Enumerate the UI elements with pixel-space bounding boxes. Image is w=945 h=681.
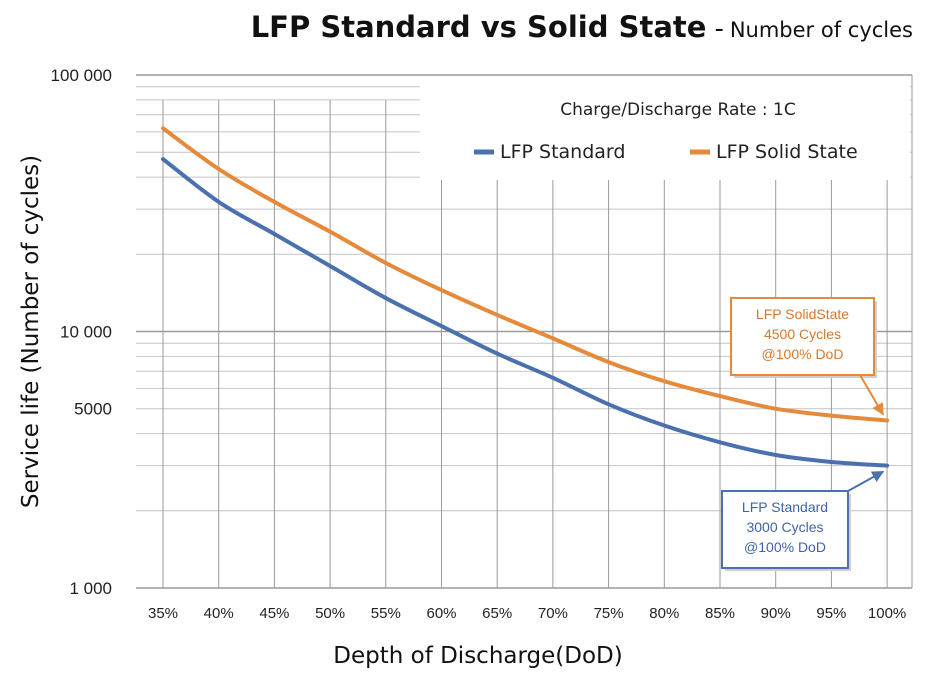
y-tick-label: 5000 xyxy=(74,400,112,419)
callout-arrow xyxy=(859,374,884,416)
callout-text: @100% DoD xyxy=(762,346,844,362)
y-tick-label: 1 000 xyxy=(69,579,112,598)
callout-text: 4500 Cycles xyxy=(764,326,841,342)
x-tick-label: 35% xyxy=(148,605,178,622)
x-tick-label: 65% xyxy=(482,605,512,622)
chart-subtitle: Number of cycles xyxy=(729,18,913,42)
x-tick-label: 95% xyxy=(816,605,846,622)
y-tick-label: 10 000 xyxy=(60,323,112,342)
x-tick-label: 60% xyxy=(426,605,456,622)
callout-text: 3000 Cycles xyxy=(746,519,823,535)
y-tick-labels: 1 000 5000 10 000 100 000 xyxy=(51,66,112,598)
callouts: LFP SolidState 4500 Cycles @100% DoD LFP St… xyxy=(721,297,885,571)
x-tick-label: 45% xyxy=(259,605,289,622)
y-axis-label: Service life (Number of cycles) xyxy=(18,155,44,508)
rate-annotation: Charge/Discharge Rate : 1C xyxy=(560,100,796,120)
callout-text: LFP SolidState xyxy=(756,306,849,322)
x-tick-label: 100% xyxy=(868,605,906,622)
x-tick-label: 90% xyxy=(761,605,791,622)
callout-box xyxy=(721,490,849,569)
legend: LFP Standard LFP Solid State xyxy=(474,141,858,163)
legend-label: LFP Solid State xyxy=(716,141,858,163)
chart-title-separator: - xyxy=(714,14,724,44)
callout-box xyxy=(730,297,875,376)
legend-label: LFP Standard xyxy=(500,141,625,163)
series-line-lfp-solid-state xyxy=(161,126,890,423)
x-tick-label: 75% xyxy=(594,605,624,622)
series-line-lfp-standard xyxy=(161,157,890,468)
x-tick-label: 55% xyxy=(371,605,401,622)
chart-title: LFP Standard vs Solid State - Number of cy… xyxy=(0,10,945,44)
x-tick-label: 80% xyxy=(649,605,679,622)
x-tick-label: 70% xyxy=(538,605,568,622)
legend-background xyxy=(420,77,910,180)
y-tick-label: 100 000 xyxy=(51,66,112,85)
x-tick-label: 50% xyxy=(315,605,345,622)
chart-title-main: LFP Standard vs Solid State xyxy=(250,10,707,44)
x-tick-label: 40% xyxy=(204,605,234,622)
x-axis-label: Depth of Discharge(DoD) xyxy=(333,643,623,669)
callout-text: @100% DoD xyxy=(744,539,826,555)
x-tick-label: 85% xyxy=(705,605,735,622)
x-tick-labels: 35% 40% 45% 50% 55% 60% 65% 70% 75% 80% 85% 90% 95% 1… xyxy=(148,605,906,622)
callout-text: LFP Standard xyxy=(742,499,828,515)
callout-arrow xyxy=(847,470,885,492)
series-layer xyxy=(161,126,890,468)
